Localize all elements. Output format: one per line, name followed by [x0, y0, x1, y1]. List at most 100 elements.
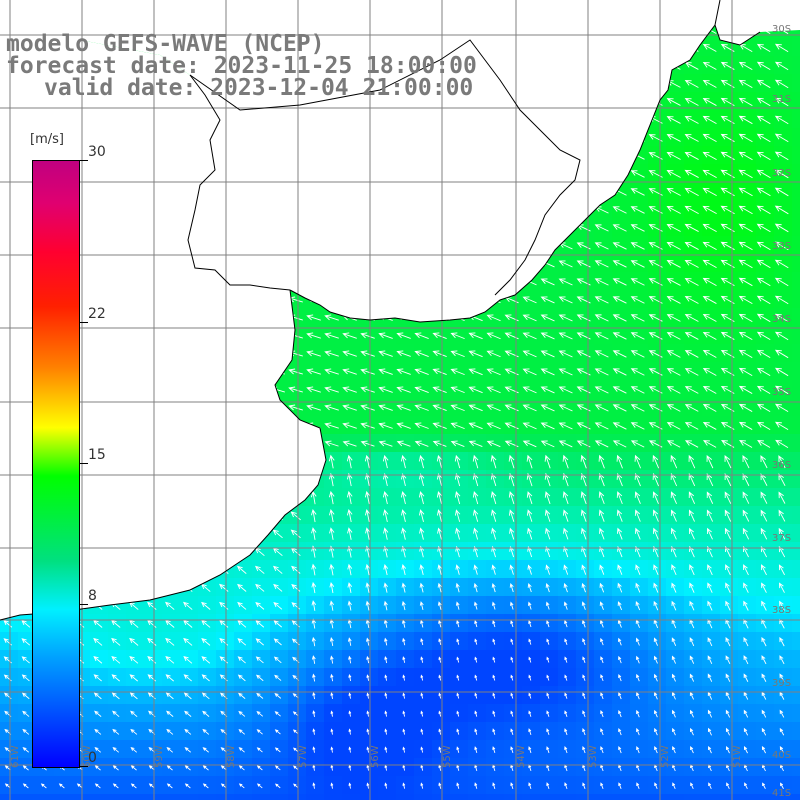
wind-speed-cell [702, 686, 720, 704]
wind-arrow [774, 313, 789, 323]
wind-speed-cell [144, 758, 162, 776]
wind-speed-cell [720, 650, 738, 668]
wind-arrow [563, 601, 568, 610]
wind-arrow [702, 368, 717, 376]
wind-speed-cell [180, 722, 198, 740]
wind-arrow [366, 710, 370, 717]
wind-speed-cell [792, 74, 800, 92]
wind-speed-cell [198, 668, 216, 686]
wind-arrow [666, 242, 681, 250]
wind-arrow [617, 564, 623, 575]
wind-speed-cell [522, 416, 540, 434]
wind-arrow [491, 601, 496, 610]
wind-arrow [546, 692, 550, 699]
wind-arrow [366, 746, 370, 753]
wind-speed-cell [90, 794, 108, 800]
wind-speed-cell [612, 668, 630, 686]
wind-speed-cell [234, 686, 252, 704]
wind-speed-cell [702, 164, 720, 182]
wind-arrow [201, 637, 211, 646]
wind-speed-cell [162, 596, 180, 614]
wind-speed-cell [738, 722, 756, 740]
wind-arrow [702, 350, 717, 358]
wind-speed-cell [684, 272, 702, 290]
wind-arrow [706, 527, 713, 540]
wind-arrow [617, 527, 623, 540]
wind-speed-cell [720, 380, 738, 398]
wind-arrow [419, 582, 424, 593]
wind-speed-cell [684, 560, 702, 578]
wind-arrow [618, 782, 622, 790]
wind-arrow [612, 368, 627, 376]
wind-speed-cell [702, 758, 720, 776]
wind-arrow [311, 655, 316, 664]
wind-arrow [725, 727, 730, 736]
wind-arrow [360, 368, 375, 375]
wind-speed-cell [306, 380, 324, 398]
wind-speed-cell [396, 326, 414, 344]
wind-arrow [454, 454, 461, 469]
wind-speed-cell [648, 488, 666, 506]
wind-arrow [564, 692, 568, 699]
wind-speed-cell [738, 254, 756, 272]
wind-speed-cell [792, 110, 800, 128]
wind-speed-cell [612, 686, 630, 704]
wind-arrow [324, 332, 339, 339]
wind-arrow [742, 527, 750, 540]
wind-arrow [666, 98, 681, 106]
wind-arrow [438, 656, 442, 663]
wind-speed-cell [288, 740, 306, 758]
wind-arrow [743, 636, 749, 647]
wind-speed-cell [288, 776, 306, 794]
wind-arrow [774, 115, 789, 125]
wind-arrow [528, 620, 532, 628]
wind-speed-cell [756, 146, 774, 164]
wind-speed-cell [594, 560, 612, 578]
wind-arrow [419, 527, 425, 540]
wind-arrow [774, 241, 789, 251]
wind-speed-cell [720, 344, 738, 362]
wind-speed-cell [0, 668, 18, 686]
wind-speed-cell [18, 668, 36, 686]
wind-speed-cell [576, 722, 594, 740]
wind-speed-cell [342, 578, 360, 596]
wind-arrow [756, 187, 771, 197]
wind-arrow [738, 403, 753, 412]
wind-arrow [684, 205, 699, 214]
wind-speed-cell [702, 542, 720, 560]
wind-speed-cell [702, 56, 720, 74]
wind-speed-cell [774, 668, 792, 686]
wind-arrow [738, 151, 753, 161]
wind-arrow [360, 440, 375, 447]
wind-speed-cell [288, 650, 306, 668]
wind-arrow [508, 472, 515, 487]
wind-speed-cell [378, 524, 396, 542]
wind-arrow [437, 564, 442, 575]
wind-speed-cell [738, 326, 756, 344]
wind-arrow [666, 278, 681, 286]
wind-speed-cell [702, 524, 720, 542]
wind-speed-cell [666, 452, 684, 470]
wind-arrow [545, 601, 550, 610]
wind-speed-cell [18, 794, 36, 800]
wind-speed-cell [774, 650, 792, 668]
wind-speed-cell [198, 596, 216, 614]
wind-arrow [666, 152, 681, 160]
wind-speed-cell [234, 794, 252, 800]
wind-speed-cell [774, 344, 792, 362]
wind-arrow [290, 529, 301, 539]
wind-speed-cell [252, 704, 270, 722]
wind-speed-cell [684, 542, 702, 560]
wind-speed-cell [684, 308, 702, 326]
wind-arrow [454, 491, 461, 505]
wind-arrow [702, 187, 717, 197]
wind-speed-cell [108, 740, 126, 758]
wind-arrow [254, 565, 265, 574]
wind-speed-cell [612, 740, 630, 758]
wind-arrow [346, 509, 353, 523]
wind-arrow [510, 620, 514, 628]
wind-arrow [612, 404, 627, 412]
wind-arrow [22, 747, 29, 753]
wind-speed-cell [540, 416, 558, 434]
wind-speed-cell [648, 254, 666, 272]
